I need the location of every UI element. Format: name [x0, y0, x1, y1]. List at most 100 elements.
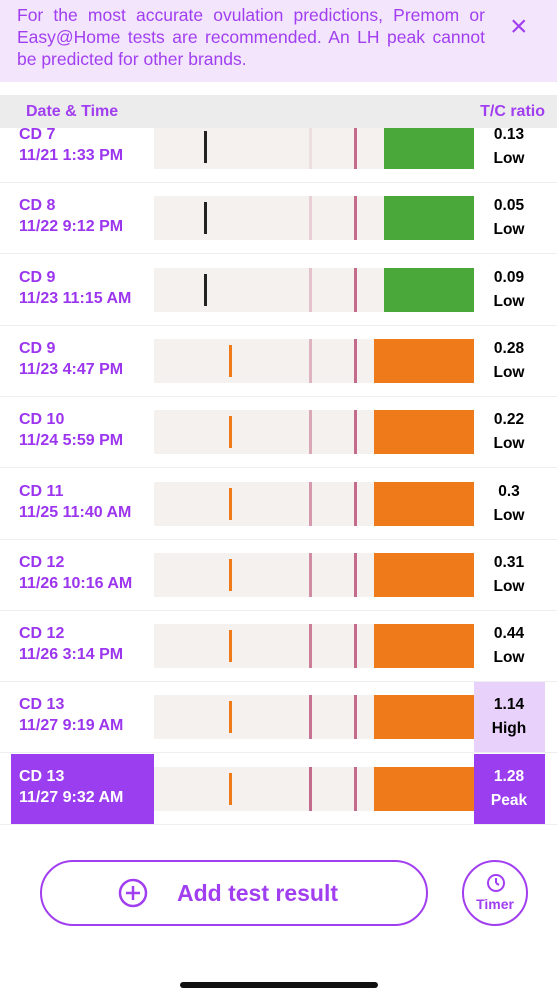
level: Low: [493, 649, 525, 667]
strip-arrows: [229, 558, 260, 591]
test-line: [309, 766, 312, 811]
ratio-bg: [474, 611, 545, 681]
cycle-day: CD 7: [19, 128, 56, 143]
level: Low: [493, 435, 525, 453]
result-row[interactable]: CD 9 11/23 11:15 AM 0.09 Low: [0, 255, 557, 326]
timer-label: Timer: [476, 896, 514, 912]
strip-arrows: [229, 416, 260, 449]
test-line: [309, 338, 312, 383]
close-button[interactable]: ×: [510, 10, 528, 43]
strip-arrows: [204, 131, 235, 163]
test-strip: [154, 128, 474, 169]
result-row[interactable]: CD 11 11/25 11:40 AM 0.3 Low: [0, 469, 557, 540]
add-button[interactable]: Add test result: [40, 860, 428, 926]
tc-ratio: 0.28: [493, 339, 525, 357]
level: High: [491, 720, 527, 738]
tc-ratio: 0.05: [493, 197, 525, 215]
row-separator: [0, 324, 557, 326]
result-row[interactable]: CD 9 11/23 4:47 PM 0.28 Low: [0, 326, 557, 397]
ratio-bg: [474, 255, 545, 325]
strip-arrows: [229, 772, 260, 805]
ratio-bg: [474, 397, 545, 467]
strip-handle: [384, 267, 474, 312]
row-separator: [0, 823, 557, 825]
tc-ratio: 0.22: [493, 411, 525, 429]
date-time: 11/27 9:19 AM: [19, 717, 124, 735]
strip-arrows: [229, 701, 260, 734]
cycle-day: CD 9: [19, 268, 56, 286]
strip-handle: [384, 128, 474, 169]
level: Low: [493, 150, 525, 167]
control-line: [354, 766, 357, 811]
timer-button[interactable]: Timer: [462, 860, 528, 926]
tc-ratio: 0.44: [493, 625, 525, 643]
ratio-bg: [474, 682, 545, 753]
control-line: [354, 624, 357, 669]
test-strip: [154, 624, 474, 669]
test-strip: [154, 338, 474, 383]
strip-arrows: [229, 630, 260, 663]
control-line: [354, 128, 357, 169]
strip-handle: [374, 624, 474, 669]
table-header: Date & Time T/C ratio: [0, 95, 557, 128]
ratio-bg: [474, 753, 545, 824]
cycle-day: CD 13: [19, 696, 65, 714]
cycle-day: CD 12: [19, 625, 65, 643]
result-row[interactable]: CD 13 11/27 9:32 AM 1.28 Peak: [0, 753, 557, 825]
cycle-day: CD 9: [19, 339, 56, 357]
ratio-bg: [474, 469, 545, 539]
strip-handle: [374, 695, 474, 740]
ratio-bg: [474, 183, 545, 253]
row-separator: [0, 609, 557, 611]
row-separator: [0, 681, 557, 683]
ratio-bg: [474, 326, 545, 396]
row-separator: [0, 752, 557, 754]
test-line: [309, 410, 312, 455]
test-line: [309, 552, 312, 597]
row-separator: [0, 538, 557, 540]
date-time: 11/26 3:14 PM: [19, 646, 124, 664]
test-strip: [154, 410, 474, 455]
strip-handle: [374, 552, 474, 597]
strip-handle: [374, 766, 474, 811]
banner-text: For the most accurate ovulation predicti…: [17, 5, 485, 69]
header-date: Date & Time: [26, 103, 119, 120]
date-time: 11/25 11:40 AM: [19, 503, 132, 521]
result-row[interactable]: CD 12 11/26 10:16 AM 0.31 Low: [0, 540, 557, 611]
result-row[interactable]: CD 10 11/24 5:59 PM 0.22 Low: [0, 397, 557, 469]
result-row[interactable]: CD 8 11/22 9:12 PM 0.05 Low: [0, 183, 557, 255]
row-separator: [0, 182, 557, 183]
strip-handle: [374, 481, 474, 526]
selected-bg: [11, 753, 154, 824]
date-time: 11/24 5:59 PM: [19, 432, 124, 450]
strip-arrows: [204, 202, 235, 235]
date-time: 11/21 1:33 PM: [19, 147, 124, 164]
row-separator: [0, 467, 557, 469]
header-ratio: T/C ratio: [480, 103, 545, 120]
test-strip: [154, 766, 474, 811]
result-row[interactable]: CD 12 11/26 3:14 PM 0.44 Low: [0, 611, 557, 683]
result-row[interactable]: CD 7 11/21 1:33 PM 0.13 Low: [0, 128, 557, 183]
cycle-day: CD 11: [19, 482, 64, 500]
strip-handle: [374, 338, 474, 383]
results-list: CD 7 11/21 1:33 PM 0.13 Low CD 8 11/22 9:12 P…: [0, 128, 557, 826]
date-time: 11/26 10:16 AM: [19, 574, 133, 592]
plus-icon: [118, 878, 148, 908]
control-line: [354, 410, 357, 455]
tc-ratio: 0.3: [498, 482, 520, 500]
result-row[interactable]: CD 13 11/27 9:19 AM 1.14 High: [0, 682, 557, 754]
test-line: [309, 624, 312, 669]
test-strip: [154, 196, 474, 241]
test-strip: [154, 695, 474, 740]
level: Low: [493, 577, 525, 595]
test-line: [309, 267, 312, 312]
level: Low: [493, 292, 525, 310]
control-line: [354, 481, 357, 526]
row-separator: [0, 253, 557, 255]
date-time: 11/27 9:32 AM: [19, 788, 124, 806]
banner: For the most accurate ovulation predicti…: [0, 0, 557, 82]
ratio-bg: [474, 540, 545, 610]
cycle-day: CD 13: [19, 767, 65, 785]
strip-handle: [384, 196, 474, 241]
